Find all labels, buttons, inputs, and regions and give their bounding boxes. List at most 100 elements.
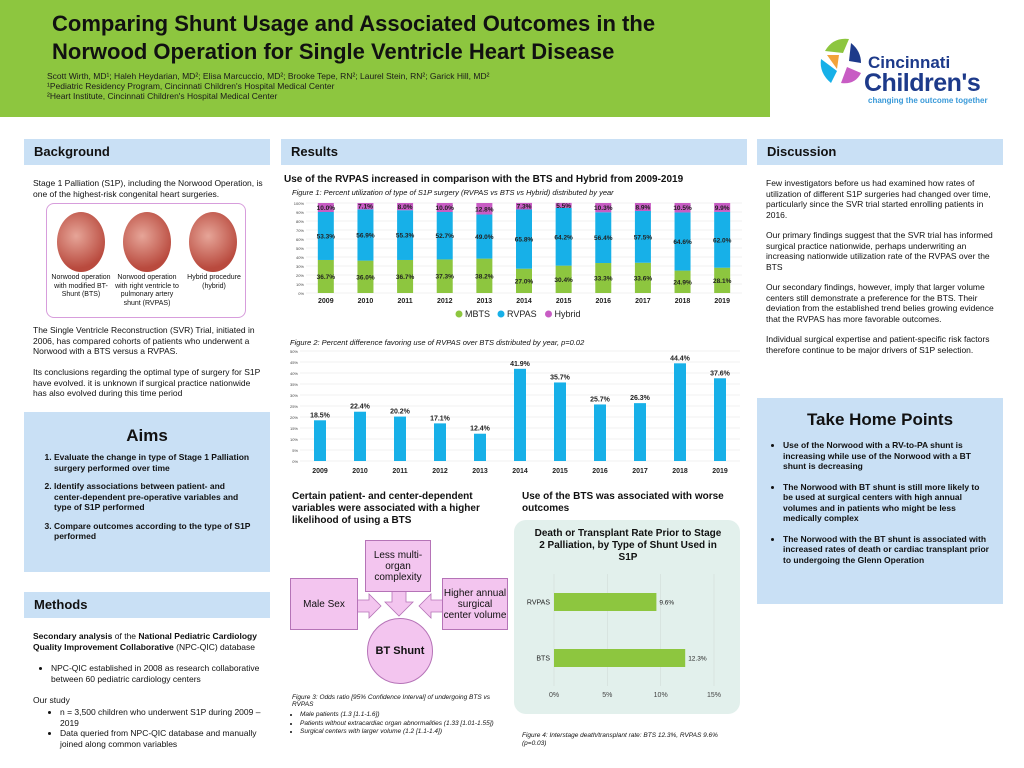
results-heading: Results [281, 139, 747, 165]
take-home-box: Take Home Points Use of the Norwood with… [757, 398, 1003, 604]
bar-hybrid [634, 203, 651, 212]
x-tick-label: 2010 [352, 468, 368, 475]
data-label: 26.3% [630, 395, 651, 402]
aim-item: Evaluate the change in type of Stage 1 P… [54, 452, 252, 473]
x-tick-label: 2018 [672, 468, 688, 475]
data-label: 37.6% [710, 370, 731, 377]
methods-text-2: (NPC-QIC) database [173, 641, 256, 652]
bar-hybrid [357, 203, 374, 210]
list-item: NPC-QIC established in 2008 as research … [51, 663, 265, 684]
x-tick-label: 2017 [635, 298, 651, 305]
figure1-stacked-bar-chart: 0% 10% 20% 30% 40% 50% 60% 70% 80% 90% 100% 36.7% 53… [294, 201, 742, 319]
take-home-heading: Take Home Points [806, 410, 954, 429]
data-label: 36.7% [317, 274, 336, 281]
y-tick-label: 100% [294, 201, 305, 206]
data-label: 62.0% [713, 237, 732, 244]
affiliation-1: ¹Pediatric Residency Program, Cincinnati… [47, 81, 335, 91]
x-tick-label: 2016 [592, 468, 608, 475]
heart-caption-hybrid: Hybrid procedure (hybrid) [187, 274, 241, 290]
methods-text-1: of the [112, 631, 139, 641]
diagram-arrows [354, 589, 446, 619]
data-label: 64.2% [554, 234, 573, 241]
aims-list: Evaluate the change in type of Stage 1 P… [32, 452, 252, 542]
logo-tagline: changing the outcome together [868, 96, 988, 105]
bar-rvpas [357, 209, 374, 261]
y-tick-label: RVPAS [527, 600, 550, 607]
bar-rvpas [476, 214, 493, 259]
data-label: 18.5% [310, 412, 331, 419]
y-tick-label: 30% [296, 264, 304, 269]
background-intro: Stage 1 Palliation (S1P), including the … [33, 178, 263, 199]
data-label: 8.0% [398, 204, 413, 211]
take-home-list: Use of the Norwood with a RV-to-PA shunt… [767, 440, 991, 565]
data-label: 24.9% [673, 279, 692, 286]
data-label: 38.2% [475, 273, 494, 280]
header-banner [0, 0, 770, 117]
y-tick-label: 40% [296, 255, 304, 260]
diagram-box-top: Less multi-organ complexity [365, 540, 431, 592]
bar-rvpas [397, 210, 414, 260]
methods-paragraph: Secondary analysis of the National Pedia… [33, 631, 265, 652]
legend-label: RVPAS [507, 309, 537, 319]
methods-bold-2: National Pediatric Cardiology Quality Im… [33, 631, 257, 652]
list-item: Patients without extracardiac organ abno… [300, 720, 502, 729]
data-label: 53.3% [317, 233, 336, 240]
x-tick-label: 2011 [397, 298, 412, 305]
logo-text-childrens: Children's [864, 69, 981, 97]
figure2-bar-chart: 0% 5% 10% 15% 20% 25% 30% 35% 40% 45% 50% 18.5% 2009… [290, 349, 740, 475]
aims-heading: Aims [126, 426, 168, 445]
bar [554, 382, 566, 461]
aim-item: Identify associations between patient- a… [54, 481, 252, 513]
y-tick-label: 30% [290, 393, 298, 398]
heart-illustrations: Norwood operation with modified BT-Shunt… [46, 203, 246, 318]
discussion-paragraph: Individual surgical expertise and patien… [766, 334, 990, 355]
bar-mbts [357, 260, 374, 293]
data-label: 12.3% [688, 656, 707, 663]
y-tick-label: 10% [296, 282, 304, 287]
figure4-chart-title: Death or Transplant Rate Prior to Stage … [534, 528, 722, 563]
bar-hybrid [317, 203, 334, 212]
bar [554, 593, 657, 611]
figure3-bullets: Male patients (1.3 [1.1-1.6]) Patients w… [292, 711, 502, 737]
x-tick-label: 2009 [312, 468, 328, 475]
y-tick-label: 0% [298, 291, 304, 296]
data-label: 7.1% [358, 204, 373, 211]
bar-hybrid [595, 203, 612, 213]
bar [354, 411, 366, 461]
bar [714, 378, 726, 461]
bar-hybrid [436, 203, 453, 212]
y-tick-label: 60% [296, 237, 304, 242]
data-label: 5.5% [556, 203, 571, 210]
data-label: 55.3% [396, 233, 415, 240]
x-tick-label: 2018 [675, 298, 691, 305]
bar [634, 403, 646, 461]
bar [514, 368, 526, 461]
figure4-caption: Figure 4: Interstage death/transplant ra… [522, 732, 718, 747]
bar-mbts [436, 259, 453, 293]
y-tick-label: 20% [290, 415, 298, 420]
bar [474, 433, 486, 461]
background-svr-paragraph: The Single Ventricle Reconstruction (SVR… [33, 325, 255, 356]
x-tick-label: 2019 [714, 298, 730, 305]
data-label: 37.3% [436, 274, 455, 281]
y-tick-label: 40% [290, 371, 298, 376]
data-label: 10.5% [673, 205, 692, 212]
bar-mbts [397, 259, 414, 293]
data-label: 35.7% [550, 374, 571, 381]
y-tick-label: 80% [296, 219, 304, 224]
poster-title: Comparing Shunt Usage and Associated Out… [52, 11, 656, 64]
methods-our-study: Our study [33, 695, 70, 705]
x-tick-label: 15% [707, 692, 721, 699]
aims-box: Aims Evaluate the change in type of Stag… [24, 412, 270, 572]
methods-heading: Methods [24, 592, 270, 618]
background-conclusion-paragraph: Its conclusions regarding the optimal ty… [33, 367, 261, 398]
data-label: 10.0% [436, 205, 455, 212]
diagram-center-circle: BT Shunt [367, 618, 433, 684]
data-label: 57.5% [634, 234, 653, 241]
list-item: The Norwood with BT shunt is still more … [783, 482, 991, 524]
bar-hybrid [714, 203, 731, 212]
bar [434, 423, 446, 461]
x-tick-label: 0% [549, 692, 559, 699]
x-tick-label: 2011 [392, 468, 407, 475]
x-tick-label: 2014 [512, 468, 528, 475]
